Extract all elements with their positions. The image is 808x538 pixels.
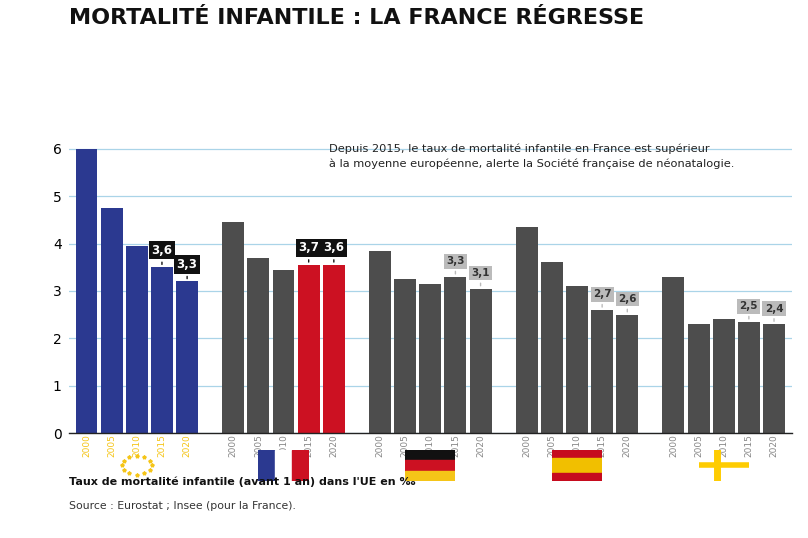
Bar bbox=[406, 450, 456, 460]
Text: 3,6: 3,6 bbox=[323, 242, 344, 262]
Text: 3,3: 3,3 bbox=[446, 256, 465, 274]
Text: 3,6: 3,6 bbox=[151, 244, 172, 265]
Bar bbox=[738, 322, 760, 433]
Bar bbox=[76, 148, 98, 433]
Bar bbox=[713, 320, 734, 433]
Text: MORTALITÉ INFANTILE : LA FRANCE RÉGRESSE: MORTALITÉ INFANTILE : LA FRANCE RÉGRESSE bbox=[69, 8, 644, 28]
Text: Source : Eurostat ; Insee (pour la France).: Source : Eurostat ; Insee (pour la Franc… bbox=[69, 501, 296, 512]
Bar bbox=[688, 324, 709, 433]
Bar bbox=[566, 286, 588, 433]
Bar bbox=[126, 246, 148, 433]
Text: 2,4: 2,4 bbox=[764, 303, 783, 321]
Text: Depuis 2015, le taux de mortalité infantile en France est supérieur
à la moyenne: Depuis 2015, le taux de mortalité infant… bbox=[329, 144, 734, 169]
Bar bbox=[552, 450, 602, 457]
Text: 2,6: 2,6 bbox=[618, 294, 637, 312]
Text: 2,7: 2,7 bbox=[593, 289, 612, 307]
Bar bbox=[297, 265, 320, 433]
Bar bbox=[516, 227, 537, 433]
Bar bbox=[259, 450, 276, 481]
Bar bbox=[276, 450, 292, 481]
Bar bbox=[272, 270, 294, 433]
Bar bbox=[617, 315, 638, 433]
Bar bbox=[323, 265, 345, 433]
Bar bbox=[469, 288, 491, 433]
Bar bbox=[591, 310, 613, 433]
Bar bbox=[552, 473, 602, 481]
Text: 3,7: 3,7 bbox=[298, 242, 319, 262]
Text: 3,3: 3,3 bbox=[177, 258, 197, 279]
Bar bbox=[763, 324, 785, 433]
Text: 2,5: 2,5 bbox=[739, 301, 758, 319]
Bar bbox=[101, 208, 123, 433]
Text: Taux de mortalité infantile (avant 1 an) dans l'UE en ‰: Taux de mortalité infantile (avant 1 an)… bbox=[69, 476, 415, 487]
Bar bbox=[406, 471, 456, 481]
Bar bbox=[541, 263, 563, 433]
Bar bbox=[419, 284, 441, 433]
Bar bbox=[369, 251, 391, 433]
Bar bbox=[552, 457, 602, 473]
Text: 3,1: 3,1 bbox=[471, 268, 490, 286]
Bar bbox=[394, 279, 416, 433]
Bar bbox=[663, 277, 684, 433]
Bar bbox=[247, 258, 269, 433]
Bar bbox=[222, 222, 244, 433]
Bar bbox=[176, 281, 198, 433]
Bar bbox=[292, 450, 309, 481]
Bar bbox=[151, 267, 173, 433]
Bar bbox=[444, 277, 466, 433]
Bar bbox=[406, 460, 456, 471]
